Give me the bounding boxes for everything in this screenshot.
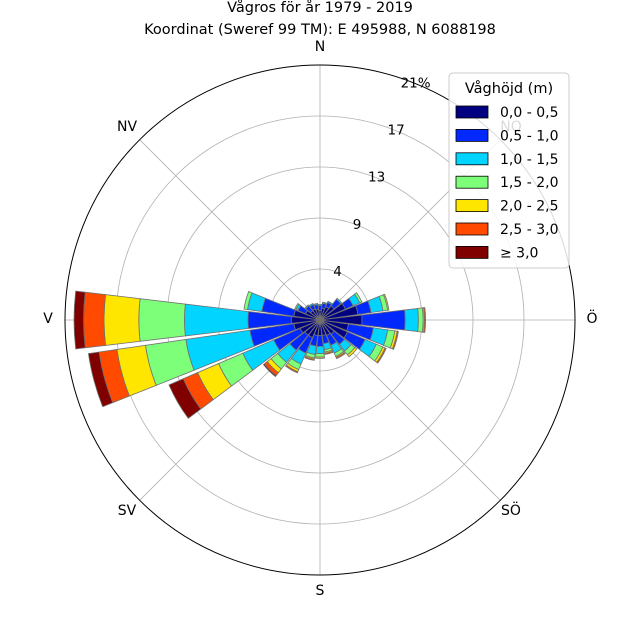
bar-dir-90-bin-3 bbox=[417, 307, 424, 333]
bar-dir-90-bin-5 bbox=[423, 307, 427, 333]
legend-swatch-4 bbox=[455, 199, 489, 213]
legend-label-5: 2,5 - 3,0 bbox=[500, 222, 558, 238]
chart-title: Vågros för år 1979 - 2019 bbox=[227, 0, 413, 16]
legend-label-1: 0,5 - 1,0 bbox=[500, 128, 558, 144]
direction-label-7: SV bbox=[118, 503, 137, 519]
bar-dir-210-bin-5 bbox=[284, 364, 299, 374]
legend-label-3: 1,5 - 2,0 bbox=[500, 175, 558, 191]
bar-dir-180-bin-4 bbox=[315, 356, 325, 359]
bar-dir-15-bin-2 bbox=[321, 301, 328, 305]
legend-swatch-6 bbox=[455, 245, 489, 259]
bar-dir-300-bin-3 bbox=[294, 302, 300, 311]
bar-dir-270-bin-3 bbox=[138, 298, 186, 342]
bar-dir-240-bin-6 bbox=[168, 378, 202, 419]
legend-items: 0,0 - 0,5 0,5 - 1,0 1,0 - 1,5 1,5 - 2,0 2,0 … bbox=[455, 105, 558, 261]
bar-dir-60-bin-3 bbox=[354, 292, 363, 304]
outer-ring bbox=[64, 64, 576, 576]
radial-tick-4: 21% bbox=[401, 75, 431, 91]
radial-tick-1: 9 bbox=[353, 217, 362, 233]
radial-tick-2: 13 bbox=[368, 170, 385, 186]
bar-dir-120-bin-5 bbox=[376, 347, 387, 364]
legend-label-6: ≥ 3,0 bbox=[500, 245, 538, 261]
bar-dir-195-bin-5 bbox=[304, 356, 315, 361]
radial-tick-0: 4 bbox=[333, 264, 342, 280]
bar-dir-105-bin-5 bbox=[391, 330, 399, 350]
legend-swatch-0 bbox=[455, 105, 489, 119]
legend-swatch-5 bbox=[455, 222, 489, 236]
bar-dir-315-bin-2 bbox=[304, 304, 310, 310]
legend-swatch-1 bbox=[455, 128, 489, 142]
bar-dir-270-bin-5 bbox=[83, 291, 106, 349]
bar-dir-150-bin-5 bbox=[335, 352, 346, 360]
direction-label-0: N bbox=[315, 39, 325, 55]
direction-label-2: S bbox=[316, 583, 325, 599]
grid-spoke-7 bbox=[139, 139, 321, 321]
bar-dir-225-bin-6 bbox=[262, 363, 277, 378]
legend-swatch-3 bbox=[455, 175, 489, 189]
bar-dir-270-bin-6 bbox=[73, 290, 86, 350]
legend-label-2: 1,0 - 1,5 bbox=[500, 152, 558, 168]
legend-swatch-2 bbox=[455, 152, 489, 166]
bar-dir-45-bin-2 bbox=[335, 297, 343, 305]
chart-subtitle: Koordinat (Sweref 99 TM): E 495988, N 60… bbox=[144, 22, 496, 38]
bar-dir-180-bin-3 bbox=[315, 352, 325, 358]
bar-dir-180-bin-2 bbox=[315, 345, 325, 355]
bar-dir-285-bin-3 bbox=[243, 291, 253, 310]
bar-dir-330-bin-2 bbox=[308, 302, 314, 308]
legend-title: Våghöjd (m) bbox=[465, 80, 553, 97]
bar-dir-30-bin-2 bbox=[327, 300, 333, 306]
direction-label-6: SÖ bbox=[501, 501, 521, 519]
bar-dir-75-bin-4 bbox=[383, 293, 390, 311]
legend-label-4: 2,0 - 2,5 bbox=[500, 199, 558, 215]
bar-dir-345-bin-2 bbox=[313, 302, 319, 307]
wave-bars bbox=[73, 290, 427, 419]
bar-dir-135-bin-4 bbox=[346, 346, 358, 358]
bar-dir-165-bin-5 bbox=[324, 350, 334, 355]
bar-dir-255-bin-6 bbox=[87, 351, 114, 408]
legend-box bbox=[448, 72, 570, 269]
bar-dir-270-bin-4 bbox=[103, 294, 141, 346]
legend: Våghöjd (m) 0,0 - 0,5 0,5 - 1,0 1,0 - 1,5 1… bbox=[448, 72, 570, 269]
legend-label-0: 0,0 - 0,5 bbox=[500, 105, 558, 121]
bar-dir-0-bin-2 bbox=[317, 304, 323, 307]
direction-label-1: Ö bbox=[586, 309, 597, 327]
bar-dir-270-bin-2 bbox=[184, 303, 249, 337]
direction-label-4: NV bbox=[117, 119, 137, 135]
radial-tick-3: 17 bbox=[388, 123, 405, 139]
direction-label-3: V bbox=[43, 311, 53, 327]
bar-dir-90-bin-2 bbox=[404, 307, 419, 333]
